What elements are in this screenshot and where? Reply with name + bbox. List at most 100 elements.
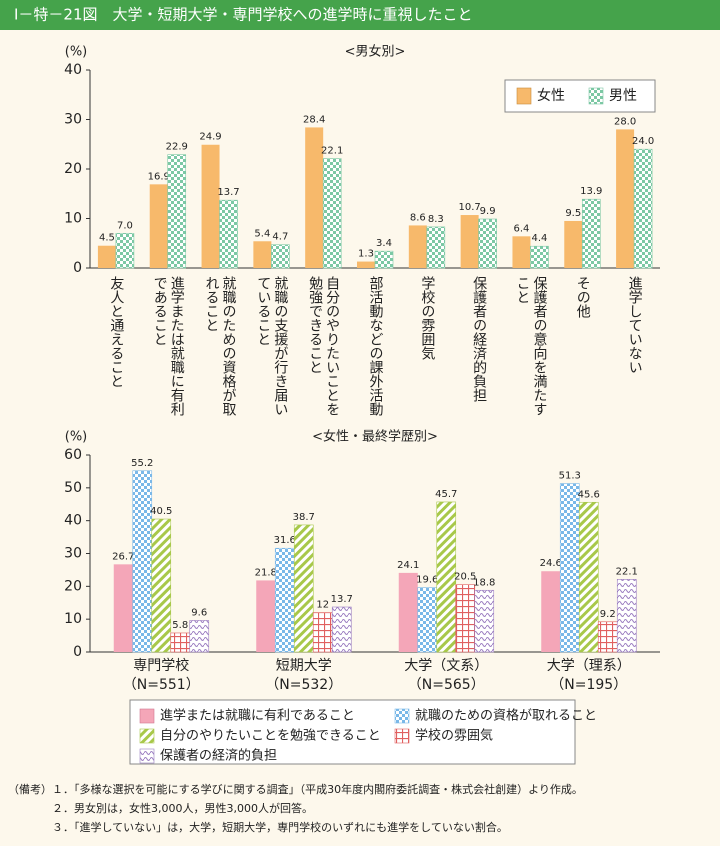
y-tick-label: 10: [64, 211, 82, 227]
x-tick-label-box: 進学していない: [626, 276, 643, 374]
y-tick-label: 10: [64, 611, 82, 627]
bar: [455, 584, 476, 653]
bar: [408, 225, 427, 268]
value-label: 5.4: [254, 228, 270, 239]
bar: [293, 524, 314, 653]
y-tick-label: 20: [64, 161, 82, 177]
value-label: 9.6: [191, 607, 207, 618]
x-tick-label: 友人と通えること: [108, 276, 125, 388]
bar: [530, 245, 549, 269]
legend-swatch: [394, 728, 410, 744]
legend-swatch: [394, 708, 410, 724]
x-tick-label: 進学または就職に有利であること: [151, 276, 185, 416]
value-label: 9.2: [600, 609, 616, 620]
value-label: 6.4: [514, 223, 530, 234]
bar: [151, 518, 172, 653]
bar: [253, 241, 272, 268]
y-tick-label: 40: [64, 62, 82, 78]
bar: [331, 606, 352, 653]
bar: [474, 589, 495, 653]
header-band: [0, 0, 720, 30]
x-tick-label: 大学（文系）: [404, 658, 488, 674]
note: １．「多様な選択を可能にする学びに関する調査」（平成30年度内閣府委託調査・株式…: [52, 782, 583, 796]
legend-label: 男性: [609, 88, 637, 104]
bar: [149, 184, 168, 268]
value-label: 5.8: [172, 620, 188, 631]
value-label: 45.6: [578, 489, 600, 500]
x-tick-label-box: 保護者の意向を満たすこと: [514, 276, 548, 416]
x-tick-note: （N=565）: [408, 677, 485, 693]
legend-label: 女性: [537, 87, 565, 104]
legend-label: 就職のための資格が取れること: [415, 708, 597, 724]
x-tick-label-box: 友人と通えること: [108, 276, 125, 388]
x-tick-label: 大学（理系）: [547, 658, 631, 674]
x-tick-label-box: 学校の雰囲気: [419, 276, 435, 360]
value-label: 21.8: [255, 567, 277, 578]
bar: [616, 129, 635, 268]
value-label: 55.2: [131, 458, 153, 469]
bar: [322, 158, 342, 269]
bar: [274, 547, 295, 653]
value-label: 26.7: [112, 551, 134, 562]
value-label: 10.7: [459, 202, 481, 213]
value-label: 13.7: [217, 187, 239, 198]
value-label: 40.5: [150, 506, 172, 517]
x-tick-label: 就職の支援が行き届いていること: [255, 276, 289, 416]
value-label: 38.7: [293, 512, 315, 523]
bar: [559, 483, 580, 653]
bar: [201, 144, 220, 268]
x-tick-label: 短期大学: [276, 658, 332, 674]
y-tick-label: 40: [64, 513, 82, 529]
note: ３．「進学していない」は，大学，短期大学，専門学校のいずれにも進学をしていない割…: [52, 820, 508, 834]
y-tick-label: 20: [64, 578, 82, 594]
note: ２．男女別は，女性3,000人，男性3,000人が回答。: [52, 801, 313, 815]
value-label: 8.3: [428, 214, 444, 225]
x-tick-label-box: 就職の支援が行き届いていること: [255, 276, 289, 416]
bar: [564, 220, 583, 268]
chart-subtitle: <男女別>: [345, 44, 406, 60]
value-label: 9.9: [480, 206, 496, 217]
value-label: 28.4: [303, 114, 325, 125]
x-tick-label: 進学していない: [626, 276, 643, 374]
bar: [426, 226, 446, 269]
x-tick-label: その他: [574, 276, 591, 318]
x-tick-label: 自分のやりたいことを勉強できること: [307, 276, 341, 416]
bar: [616, 579, 637, 653]
value-label: 4.5: [99, 233, 115, 244]
bar: [113, 564, 133, 652]
bar: [256, 580, 276, 652]
legend-swatch: [139, 708, 155, 724]
value-label: 22.9: [166, 142, 188, 153]
header-title: Ⅰ－特－21図 大学・短期大学・専門学校への進学時に重視したこと: [14, 6, 473, 24]
y-tick-label: 30: [64, 546, 82, 562]
y-tick-label: 30: [64, 112, 82, 128]
x-tick-label: 就職のための資格が取れること: [203, 276, 237, 416]
value-label: 22.1: [321, 146, 343, 157]
bar: [597, 621, 618, 653]
y-axis-label: (%): [65, 45, 88, 60]
bar: [541, 571, 561, 652]
x-tick-label: 保護者の意向を満たすこと: [514, 276, 548, 416]
legend-label: 保護者の経済的負担: [160, 748, 277, 764]
notes-label: （備考）: [8, 783, 52, 796]
value-label: 24.9: [199, 132, 221, 143]
value-label: 31.6: [274, 535, 296, 546]
value-label: 18.8: [473, 577, 495, 588]
bar: [581, 198, 601, 269]
bar: [478, 218, 497, 269]
value-label: 24.1: [397, 560, 419, 571]
bar: [357, 261, 375, 268]
bar: [115, 233, 135, 269]
bar: [436, 501, 457, 653]
x-tick-label-box: 就職のための資格が取れること: [203, 276, 237, 416]
chart-subtitle: <女性・最終学歴別>: [312, 429, 438, 445]
x-tick-note: （N=551）: [123, 677, 200, 693]
legend-box: [129, 699, 576, 765]
bar: [219, 199, 238, 269]
x-tick-label-box: 自分のやりたいことを勉強できること: [307, 276, 341, 416]
value-label: 3.4: [376, 238, 392, 249]
value-label: 4.4: [532, 233, 548, 244]
bar: [633, 148, 653, 269]
value-label: 45.7: [435, 489, 457, 500]
x-tick-note: （N=195）: [550, 677, 627, 693]
